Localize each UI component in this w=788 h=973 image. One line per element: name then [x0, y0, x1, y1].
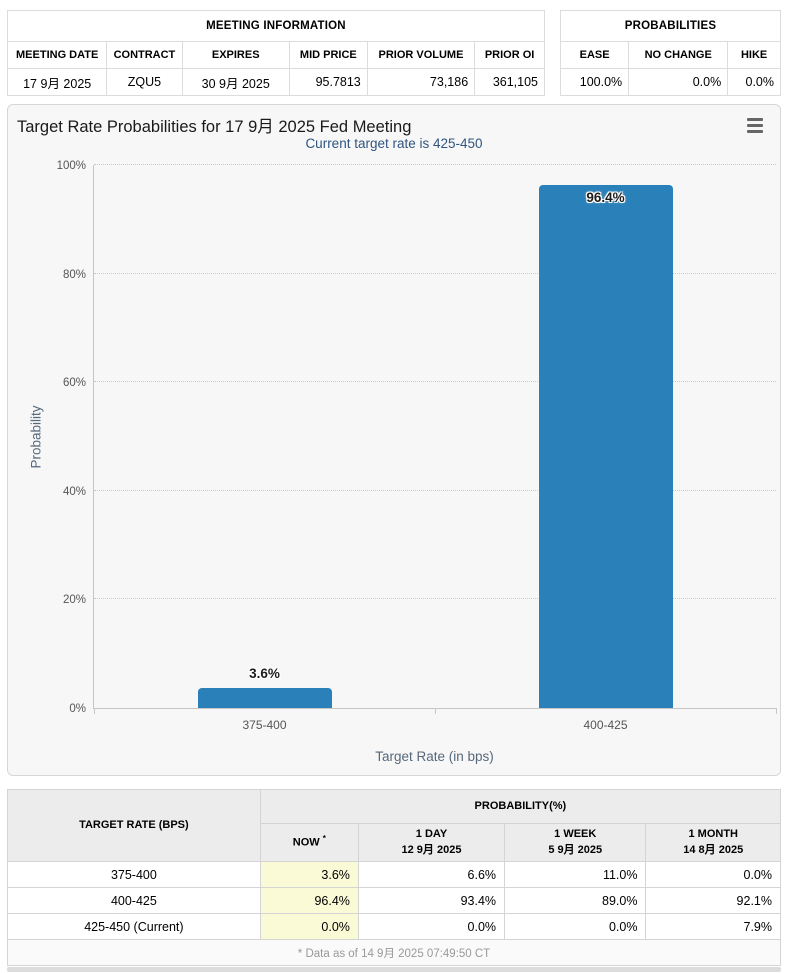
sub-header-1-month: 1 MONTH 14 8月 2025 — [645, 823, 781, 862]
col-header-expires: EXPIRES — [181, 41, 290, 69]
hamburger-icon — [747, 117, 763, 121]
now-probability-cell: 96.4% — [259, 887, 359, 914]
gridline — [94, 598, 776, 600]
contract-value: ZQU5 — [106, 68, 183, 96]
chart-menu-button[interactable] — [744, 115, 766, 135]
week1-probability-cell: 0.0% — [504, 913, 647, 940]
gridline — [94, 489, 776, 491]
col-header-no-change: NO CHANGE — [628, 41, 729, 69]
mid-price-value: 95.7813 — [288, 68, 368, 96]
week1-probability-cell: 89.0% — [504, 887, 647, 914]
y-tick-label: 80% — [62, 268, 86, 281]
expires-value: 30 9月 2025 — [181, 68, 290, 96]
meeting-information-table: MEETING INFORMATION MEETING DATE CONTRAC… — [6, 10, 545, 96]
col-header-hike: HIKE — [727, 41, 781, 69]
x-category-label: 400-425 — [583, 718, 628, 732]
col-header-mid-price: MID PRICE — [288, 41, 368, 69]
x-axis-tick — [94, 708, 95, 714]
col-header-prior-oi: PRIOR OI — [474, 41, 545, 69]
bar-data-label: 3.6% — [249, 666, 280, 682]
one-day-date: 12 9月 2025 — [401, 843, 462, 856]
col-header-ease: EASE — [559, 41, 630, 69]
probabilities-title: PROBABILITIES — [560, 10, 781, 42]
gridline — [94, 272, 776, 274]
one-day-label: 1 DAY — [415, 827, 448, 840]
x-category-label: 375-400 — [242, 718, 287, 732]
probability-detail-table: TARGET RATE (BPS) PROBABILITY(%) NOW * 1… — [7, 789, 782, 966]
table-row: 400-425 96.4% 93.4% 89.0% 92.1% — [7, 887, 781, 914]
month1-probability-cell: 0.0% — [645, 861, 781, 888]
one-week-label: 1 WEEK — [554, 827, 597, 840]
plot-area: 0% 20% 40% 60% 80% 100% 3.6% 375-400 96.4% 400-42… — [57, 160, 777, 732]
target-rate-cell: 425-450 (Current) — [7, 913, 261, 940]
probabilities-summary-table: PROBABILITIES EASE NO CHANGE HIKE 100.0%… — [559, 10, 781, 96]
x-axis-title: Target Rate (in bps) — [375, 749, 494, 764]
week1-probability-cell: 11.0% — [504, 861, 647, 888]
y-tick-label: 60% — [62, 377, 86, 390]
day1-probability-cell: 6.6% — [357, 861, 506, 888]
bar-data-label: 96.4% — [586, 189, 625, 205]
one-month-label: 1 MONTH — [688, 827, 738, 840]
sub-header-1-day: 1 DAY 12 9月 2025 — [357, 823, 506, 862]
day1-probability-cell: 93.4% — [357, 887, 506, 914]
now-probability-cell: 0.0% — [259, 913, 359, 940]
corner-header-target-rate: TARGET RATE (BPS) — [7, 789, 261, 862]
y-tick-label: 0% — [69, 703, 86, 715]
x-axis-tick — [435, 708, 436, 714]
one-week-date: 5 9月 2025 — [548, 843, 603, 856]
category-cell: 96.4% 400-425 — [435, 165, 776, 732]
meeting-information-title: MEETING INFORMATION — [7, 10, 545, 42]
month1-probability-cell: 7.9% — [645, 913, 781, 940]
col-header-contract: CONTRACT — [106, 41, 183, 69]
gridline — [94, 164, 776, 165]
now-probability-cell: 3.6% — [259, 861, 359, 888]
now-label: NOW — [292, 836, 320, 849]
sub-header-1-week: 1 WEEK 5 9月 2025 — [504, 823, 647, 862]
day1-probability-cell: 0.0% — [357, 913, 506, 940]
one-month-date: 14 8月 2025 — [683, 843, 744, 856]
gridline — [94, 381, 776, 383]
target-rate-chart: Target Rate Probabilities for 17 9月 2025… — [7, 104, 781, 776]
col-header-meeting-date: MEETING DATE — [6, 41, 108, 69]
category-cell: 3.6% 375-400 — [94, 165, 435, 732]
hamburger-icon — [747, 129, 763, 133]
sub-header-now: NOW * — [259, 823, 359, 862]
y-axis-title: Probability — [28, 405, 44, 469]
top-tables: MEETING INFORMATION MEETING DATE CONTRAC… — [6, 10, 781, 96]
target-rate-cell: 400-425 — [7, 887, 261, 914]
y-tick-label: 20% — [62, 594, 86, 607]
prior-volume-value: 73,186 — [366, 68, 476, 96]
y-tick-label: 100% — [56, 160, 86, 172]
x-axis-tick — [776, 708, 777, 714]
chart-title: Target Rate Probabilities for 17 9月 2025… — [17, 118, 412, 136]
hamburger-icon — [747, 123, 763, 127]
probability-bar[interactable]: 96.4% — [538, 184, 673, 708]
now-asterisk: * — [322, 834, 326, 844]
no-change-value: 0.0% — [628, 68, 729, 96]
target-rate-cell: 375-400 — [7, 861, 261, 888]
prior-oi-value: 361,105 — [474, 68, 545, 96]
y-tick-label: 40% — [62, 485, 86, 498]
chart-subtitle: Current target rate is 425-450 — [305, 136, 483, 151]
col-header-prior-volume: PRIOR VOLUME — [366, 41, 476, 69]
bottom-divider — [7, 967, 781, 972]
probability-bar[interactable] — [197, 688, 332, 708]
meeting-date-value: 17 9月 2025 — [6, 68, 108, 96]
month1-probability-cell: 92.1% — [645, 887, 781, 914]
hike-value: 0.0% — [727, 68, 781, 96]
data-as-of-footnote: * Data as of 14 9月 2025 07:49:50 CT — [7, 939, 781, 966]
table-row: 375-400 3.6% 6.6% 11.0% 0.0% — [7, 861, 781, 888]
group-header-probability: PROBABILITY(%) — [259, 789, 782, 824]
table-row: 425-450 (Current) 0.0% 0.0% 0.0% 7.9% — [7, 913, 781, 940]
ease-value: 100.0% — [559, 68, 630, 96]
